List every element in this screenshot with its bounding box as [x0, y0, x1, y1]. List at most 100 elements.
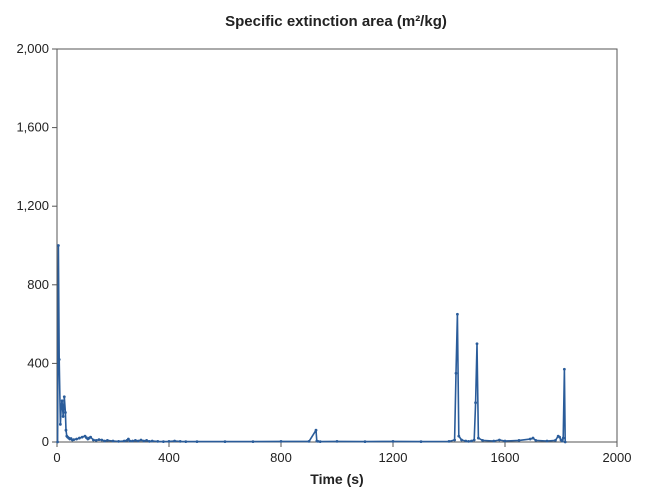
data-point [59, 405, 63, 409]
data-point [498, 438, 501, 442]
data-point [447, 440, 451, 443]
series-layer [56, 244, 567, 444]
data-point [335, 440, 339, 443]
plot-area-frame [56, 48, 618, 443]
x-tick-label: 400 [158, 450, 180, 465]
x-tick-label: 1200 [379, 450, 408, 465]
data-point [554, 439, 557, 442]
data-point [562, 367, 566, 371]
data-point [126, 437, 130, 441]
data-point [58, 422, 62, 426]
data-point [492, 439, 496, 443]
data-point [470, 439, 473, 443]
data-point [316, 440, 320, 443]
data-point [472, 438, 476, 442]
data-point [517, 439, 521, 442]
data-point [131, 439, 135, 443]
data-point [64, 428, 68, 432]
data-point [139, 438, 143, 442]
x-tick-label: 0 [53, 450, 60, 465]
series-line [56, 244, 566, 443]
chart-title: Specific extinction area (m²/kg) [225, 13, 447, 30]
data-point [150, 439, 154, 443]
data-point [419, 440, 423, 444]
data-point [453, 438, 456, 442]
data-point [122, 439, 126, 443]
data-point [167, 440, 171, 443]
data-point [561, 439, 564, 443]
x-axis-label: Time (s) [310, 471, 363, 487]
data-point [57, 244, 60, 247]
data-point [145, 439, 149, 442]
data-point [456, 312, 459, 316]
data-point [561, 436, 565, 440]
data-point [464, 439, 468, 443]
data-point [57, 358, 61, 361]
data-point [363, 440, 367, 444]
data-point [558, 435, 561, 439]
data-point [545, 439, 549, 443]
data-point [474, 401, 477, 405]
data-point [92, 438, 95, 442]
y-tick-label: 1,200 [16, 198, 49, 213]
data-point [128, 439, 132, 443]
data-point [279, 440, 283, 443]
data-point [89, 435, 92, 439]
data-point [195, 440, 199, 444]
data-point [467, 440, 470, 443]
data-point [117, 440, 120, 443]
data-point [56, 440, 59, 444]
data-point [111, 439, 115, 443]
x-tick-label: 2000 [603, 450, 632, 465]
data-point [460, 438, 463, 442]
y-tick-label: 2,000 [16, 41, 49, 56]
data-point [103, 439, 106, 443]
data-point [106, 439, 109, 442]
data-point [100, 438, 104, 442]
x-tick-label: 1600 [491, 450, 520, 465]
data-point [481, 439, 484, 442]
data-point [97, 438, 101, 442]
data-point [534, 439, 538, 442]
data-point [531, 436, 535, 440]
data-point [454, 371, 458, 375]
y-tick-label: 1,600 [16, 120, 49, 135]
data-point [148, 440, 151, 443]
data-point [307, 440, 311, 443]
data-point [75, 437, 78, 441]
data-point [61, 415, 65, 418]
data-point [94, 439, 98, 442]
x-axis: 0 400 800 1200 1600 2000 [53, 442, 631, 465]
data-point [60, 399, 64, 403]
data-point [156, 440, 160, 443]
data-point [251, 440, 255, 444]
data-point [391, 440, 395, 443]
data-point [72, 438, 76, 442]
data-point [142, 439, 146, 443]
data-point [457, 434, 461, 438]
y-axis: 0 400 800 1,200 1,600 2,000 [16, 41, 57, 449]
y-tick-label: 800 [27, 277, 49, 292]
data-point [162, 440, 165, 444]
data-point [477, 436, 480, 440]
data-point [184, 440, 188, 444]
data-point [136, 439, 140, 443]
data-point [78, 436, 81, 440]
y-tick-label: 400 [27, 355, 49, 370]
data-point [62, 395, 66, 399]
data-point [173, 439, 177, 443]
data-point [314, 428, 318, 432]
data-point [178, 440, 182, 443]
y-tick-label: 0 [42, 434, 49, 449]
data-point [223, 440, 227, 444]
data-point [80, 435, 84, 439]
data-point [503, 439, 507, 443]
data-point [64, 411, 67, 414]
data-point [563, 440, 567, 444]
data-point [528, 437, 532, 441]
x-tick-label: 800 [270, 450, 292, 465]
data-point [134, 439, 137, 442]
data-point [318, 440, 322, 444]
